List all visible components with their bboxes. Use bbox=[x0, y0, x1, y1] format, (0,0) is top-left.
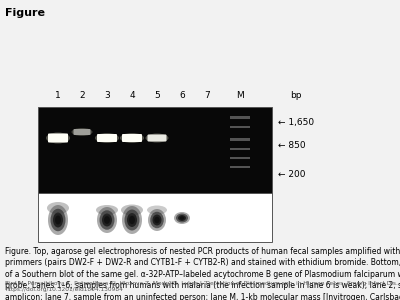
Ellipse shape bbox=[120, 133, 144, 143]
Text: 5: 5 bbox=[154, 91, 160, 100]
Text: ← 850: ← 850 bbox=[278, 141, 306, 150]
Ellipse shape bbox=[97, 207, 117, 233]
Ellipse shape bbox=[124, 209, 140, 230]
Bar bbox=[230, 157, 250, 159]
Text: 4: 4 bbox=[129, 91, 135, 100]
Ellipse shape bbox=[147, 206, 167, 214]
Text: Bird M, Pomajbikova K, Petrzelkova KJ, Hlozova Z, Modry D, Lukes J. Detection of: Bird M, Pomajbikova K, Petrzelkova KJ, H… bbox=[5, 281, 400, 292]
Ellipse shape bbox=[174, 212, 190, 224]
Ellipse shape bbox=[100, 210, 114, 230]
Ellipse shape bbox=[129, 216, 135, 224]
Ellipse shape bbox=[146, 134, 168, 142]
Bar bbox=[38, 107, 272, 193]
Text: ← 200: ← 200 bbox=[278, 169, 306, 178]
Ellipse shape bbox=[96, 205, 118, 215]
Ellipse shape bbox=[46, 133, 70, 143]
Ellipse shape bbox=[154, 217, 160, 223]
Bar bbox=[230, 116, 250, 118]
Ellipse shape bbox=[178, 215, 186, 221]
Text: 6: 6 bbox=[179, 91, 185, 100]
FancyBboxPatch shape bbox=[74, 129, 90, 135]
Bar bbox=[230, 126, 250, 128]
Ellipse shape bbox=[102, 214, 112, 226]
Ellipse shape bbox=[176, 214, 188, 223]
Ellipse shape bbox=[48, 205, 68, 235]
FancyBboxPatch shape bbox=[122, 134, 142, 142]
Text: ← 1,650: ← 1,650 bbox=[278, 118, 314, 127]
Text: Figure. Top, agarose gel electrophoresis of nested PCR products of human fecal s: Figure. Top, agarose gel electrophoresis… bbox=[5, 247, 400, 300]
Text: 7: 7 bbox=[204, 91, 210, 100]
Ellipse shape bbox=[47, 202, 69, 214]
Ellipse shape bbox=[150, 212, 164, 228]
Ellipse shape bbox=[122, 206, 142, 234]
Ellipse shape bbox=[50, 209, 66, 231]
Text: 2: 2 bbox=[79, 91, 85, 100]
FancyBboxPatch shape bbox=[148, 134, 166, 142]
FancyBboxPatch shape bbox=[48, 134, 68, 142]
Ellipse shape bbox=[180, 216, 184, 220]
FancyBboxPatch shape bbox=[97, 134, 117, 142]
Text: bp: bp bbox=[290, 91, 302, 100]
Ellipse shape bbox=[121, 205, 143, 215]
Ellipse shape bbox=[127, 213, 137, 227]
Ellipse shape bbox=[104, 216, 110, 224]
Ellipse shape bbox=[95, 133, 119, 143]
Ellipse shape bbox=[55, 215, 61, 224]
Ellipse shape bbox=[152, 214, 162, 226]
Text: Figure: Figure bbox=[5, 8, 45, 18]
Ellipse shape bbox=[148, 209, 166, 231]
Text: 1: 1 bbox=[55, 91, 61, 100]
Bar bbox=[38, 193, 272, 242]
Bar bbox=[230, 148, 250, 150]
Ellipse shape bbox=[53, 212, 63, 227]
Bar bbox=[230, 166, 250, 168]
Text: 3: 3 bbox=[104, 91, 110, 100]
Ellipse shape bbox=[72, 128, 92, 136]
Bar bbox=[230, 137, 250, 140]
Text: M: M bbox=[236, 91, 244, 100]
